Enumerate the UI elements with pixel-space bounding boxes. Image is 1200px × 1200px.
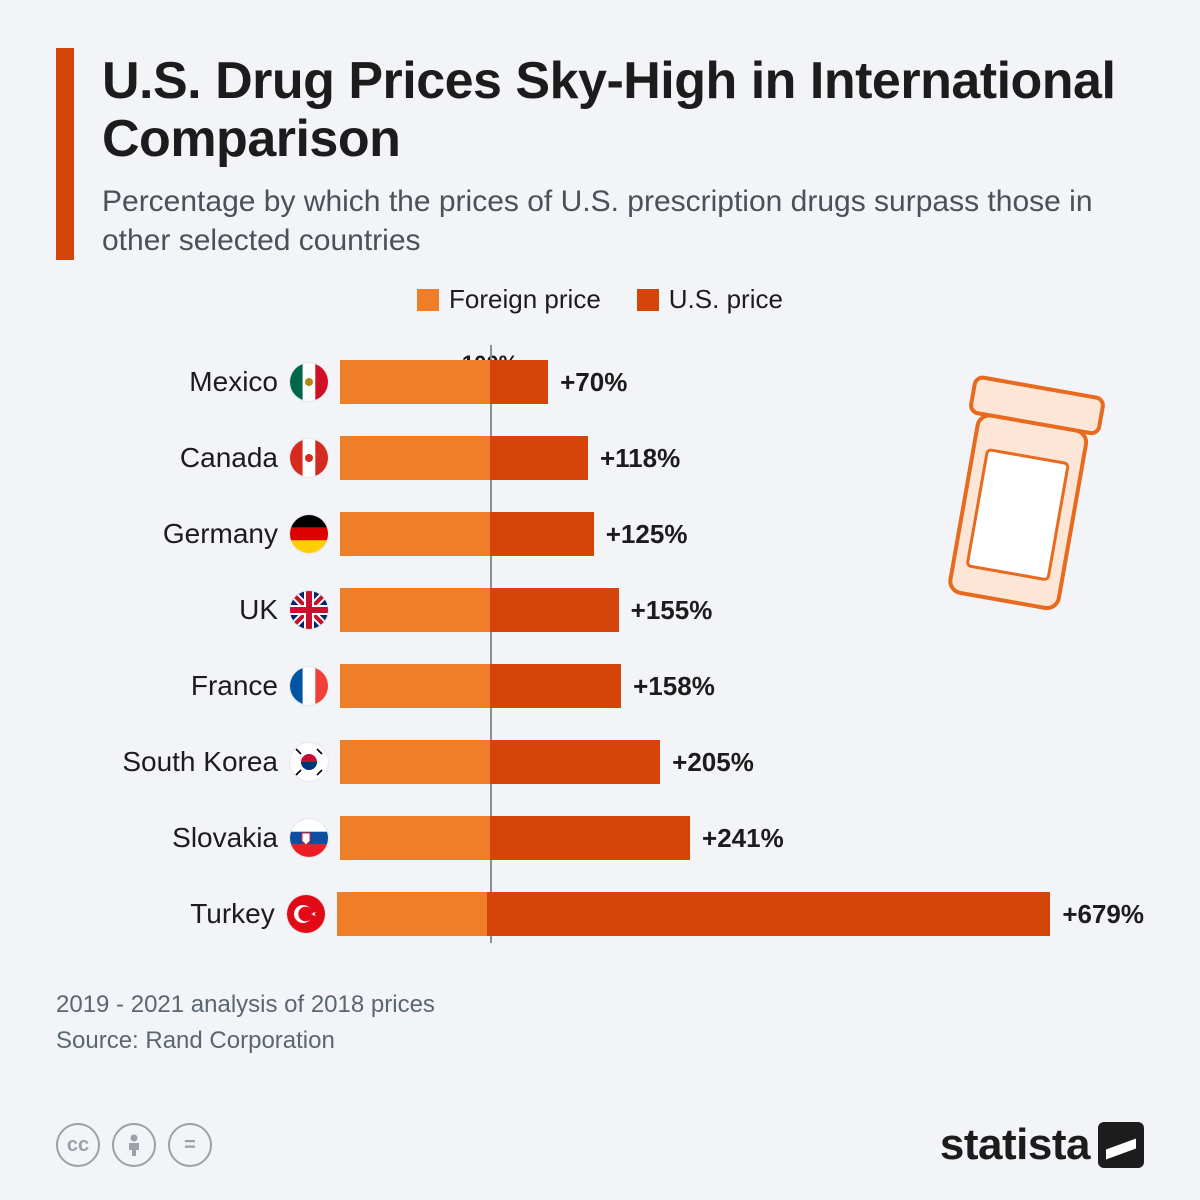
- value-label: +118%: [600, 443, 680, 474]
- chart-row: France +158%: [56, 655, 1144, 717]
- bar-us: [487, 892, 1051, 936]
- bar-us: [490, 588, 619, 632]
- country-label: France: [56, 670, 286, 702]
- country-label: Slovakia: [56, 822, 286, 854]
- bar-foreign: [340, 588, 490, 632]
- flag-icon: [290, 743, 328, 781]
- chart-row: Turkey +679%: [56, 883, 1144, 945]
- page-title: U.S. Drug Prices Sky-High in Internation…: [102, 52, 1144, 168]
- legend-label-us: U.S. price: [669, 284, 783, 315]
- brand-text: statista: [940, 1120, 1090, 1170]
- legend-item-foreign: Foreign price: [417, 284, 601, 315]
- value-label: +155%: [631, 595, 713, 626]
- bar-foreign: [340, 664, 490, 708]
- bar-foreign: [340, 436, 490, 480]
- bar-us: [490, 512, 594, 556]
- cc-icon: cc: [56, 1123, 100, 1167]
- accent-bar: [56, 48, 74, 260]
- flag-icon: [290, 819, 328, 857]
- brand: statista: [940, 1120, 1144, 1170]
- bar-area: +679%: [337, 892, 1144, 936]
- bar-foreign: [340, 360, 490, 404]
- flag-icon: [290, 515, 328, 553]
- legend-item-us: U.S. price: [637, 284, 783, 315]
- bar-foreign: [337, 892, 487, 936]
- value-label: +158%: [633, 671, 715, 702]
- bar-foreign: [340, 740, 490, 784]
- country-label: UK: [56, 594, 286, 626]
- page-subtitle: Percentage by which the prices of U.S. p…: [102, 182, 1144, 260]
- value-label: +70%: [560, 367, 627, 398]
- bar-area: +205%: [340, 740, 1144, 784]
- brand-mark-icon: [1098, 1122, 1144, 1168]
- flag-icon: [290, 667, 328, 705]
- bar-us: [490, 816, 690, 860]
- value-label: +679%: [1062, 899, 1144, 930]
- header-text: U.S. Drug Prices Sky-High in Internation…: [102, 48, 1144, 260]
- value-label: +205%: [672, 747, 754, 778]
- legend-swatch-foreign: [417, 289, 439, 311]
- bar-us: [490, 740, 660, 784]
- bar-us: [490, 436, 588, 480]
- bar-foreign: [340, 816, 490, 860]
- by-icon: [112, 1123, 156, 1167]
- bar-us: [490, 360, 548, 404]
- footer-note: 2019 - 2021 analysis of 2018 prices Sour…: [56, 987, 1144, 1059]
- legend-swatch-us: [637, 289, 659, 311]
- country-label: Canada: [56, 442, 286, 474]
- country-label: Turkey: [56, 898, 283, 930]
- footer-line2: Source: Rand Corporation: [56, 1023, 1144, 1059]
- chart-row: Slovakia +241%: [56, 807, 1144, 869]
- flag-icon: [290, 591, 328, 629]
- footer-line1: 2019 - 2021 analysis of 2018 prices: [56, 987, 1144, 1023]
- bar-area: +241%: [340, 816, 1144, 860]
- flag-icon: [290, 439, 328, 477]
- bar-foreign: [340, 512, 490, 556]
- bar-us: [490, 664, 621, 708]
- bottom-bar: cc = statista: [56, 1120, 1144, 1170]
- nd-icon: =: [168, 1123, 212, 1167]
- license-icons: cc =: [56, 1123, 212, 1167]
- country-label: Mexico: [56, 366, 286, 398]
- value-label: +125%: [606, 519, 688, 550]
- value-label: +241%: [702, 823, 784, 854]
- bar-area: +158%: [340, 664, 1144, 708]
- chart-row: South Korea +205%: [56, 731, 1144, 793]
- legend-label-foreign: Foreign price: [449, 284, 601, 315]
- country-label: South Korea: [56, 746, 286, 778]
- header: U.S. Drug Prices Sky-High in Internation…: [56, 48, 1144, 260]
- legend: Foreign price U.S. price: [56, 284, 1144, 315]
- country-label: Germany: [56, 518, 286, 550]
- flag-icon: [287, 895, 325, 933]
- flag-icon: [290, 363, 328, 401]
